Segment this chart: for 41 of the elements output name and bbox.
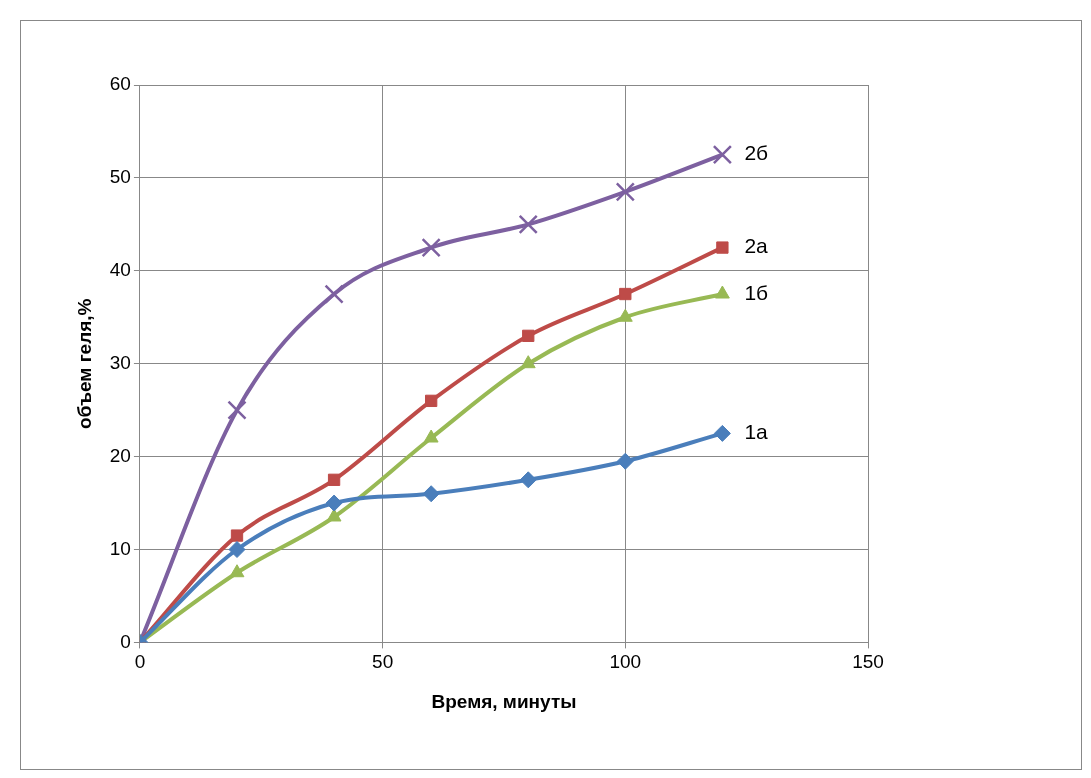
point bbox=[522, 329, 535, 342]
x-tick-label: 50 bbox=[372, 651, 394, 673]
point bbox=[423, 429, 439, 443]
x-axis-title: Время, минуты bbox=[431, 690, 577, 712]
point bbox=[230, 529, 244, 542]
point bbox=[616, 452, 634, 470]
point bbox=[716, 241, 729, 254]
point bbox=[326, 508, 342, 522]
series-label: 2б bbox=[744, 141, 769, 165]
y-tick-label: 50 bbox=[109, 166, 131, 188]
point bbox=[619, 287, 632, 301]
series-label: 1а bbox=[744, 420, 769, 444]
point bbox=[229, 564, 245, 578]
point bbox=[422, 485, 440, 503]
point bbox=[519, 471, 537, 489]
point bbox=[712, 144, 733, 165]
x-tick-label: 0 bbox=[134, 651, 146, 673]
y-tick-label: 0 bbox=[120, 630, 131, 652]
y-tick-label: 20 bbox=[109, 444, 131, 466]
point bbox=[714, 285, 730, 299]
y-tick-label: 60 bbox=[109, 73, 131, 95]
point bbox=[327, 473, 341, 486]
point bbox=[227, 400, 247, 420]
y-tick-label: 40 bbox=[109, 259, 131, 281]
y-tick-label: 10 bbox=[109, 537, 131, 559]
point bbox=[421, 237, 441, 258]
point bbox=[228, 541, 246, 558]
point bbox=[324, 284, 344, 304]
point bbox=[520, 355, 536, 369]
point bbox=[325, 494, 343, 512]
point bbox=[615, 182, 636, 202]
x-tick-label: 100 bbox=[609, 651, 642, 673]
x-tick-label: 150 bbox=[852, 651, 884, 673]
point bbox=[425, 394, 438, 408]
point bbox=[713, 424, 731, 442]
y-tick-label: 30 bbox=[109, 351, 131, 373]
series-label: 1б bbox=[744, 280, 769, 304]
point bbox=[518, 214, 538, 235]
y-axis-title: объем геля,% bbox=[73, 298, 95, 429]
point bbox=[617, 308, 633, 322]
series-label: 2а bbox=[744, 234, 769, 258]
